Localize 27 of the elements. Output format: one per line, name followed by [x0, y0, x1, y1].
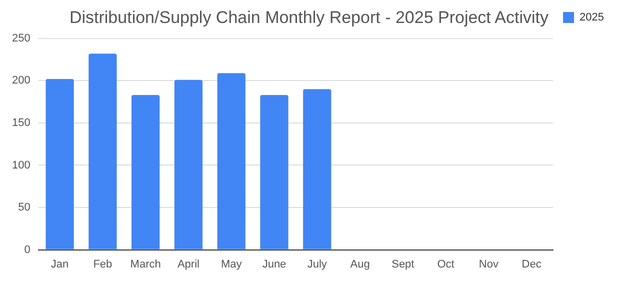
bar: [46, 78, 74, 250]
bar: [260, 95, 288, 250]
legend-label: 2025: [580, 12, 604, 24]
x-tick-label: May: [220, 258, 242, 270]
y-tick-label: 0: [24, 244, 30, 256]
x-tick-label: Feb: [93, 258, 112, 270]
x-tick-label: June: [262, 258, 286, 270]
x-tick-label: Nov: [478, 258, 499, 270]
x-tick-label: Dec: [522, 258, 542, 270]
x-tick-label: Oct: [437, 258, 454, 270]
bar: [174, 80, 203, 250]
bar: [132, 95, 160, 250]
x-tick-label: Sept: [392, 258, 414, 270]
y-tick-label: 100: [12, 159, 30, 172]
x-tick-label: July: [307, 258, 328, 270]
x-tick-label: Jan: [50, 258, 69, 270]
chart-title: Distribution/Supply Chain Monthly Report - 2025 Project Activity: [69, 8, 550, 27]
bar: [303, 89, 332, 250]
y-tick-label: 250: [12, 32, 30, 44]
x-tick-label: Aug: [350, 258, 370, 270]
bar: [217, 73, 246, 250]
y-tick-label: 50: [18, 202, 30, 214]
bar: [88, 54, 117, 250]
x-tick-label: March: [130, 258, 161, 270]
y-tick-label: 150: [12, 116, 30, 129]
x-tick-label: April: [177, 258, 200, 270]
y-tick-label: 200: [12, 74, 30, 87]
